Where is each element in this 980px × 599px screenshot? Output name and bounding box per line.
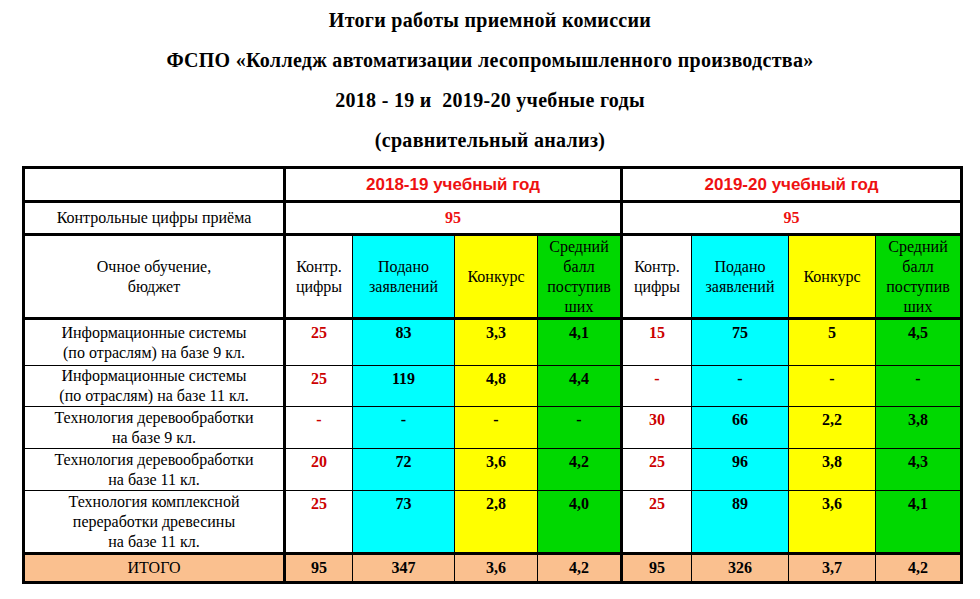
cell-control: 25 bbox=[622, 491, 692, 554]
cell-competition: 3,8 bbox=[789, 449, 876, 491]
cell-avg-score: 4,1 bbox=[538, 319, 622, 366]
cell-competition: - bbox=[789, 366, 876, 407]
cell-competition: 3,6 bbox=[789, 491, 876, 554]
header-applications-2019: Подано заявлений bbox=[692, 235, 789, 319]
corner-empty-cell bbox=[24, 168, 285, 202]
column-header-row: Очное обучение, бюджет Контр. цифры Пода… bbox=[24, 235, 962, 319]
header-competition-2018: Конкурс bbox=[455, 235, 538, 319]
cell-competition: 5 bbox=[789, 319, 876, 366]
cell-avg-score: 4,1 bbox=[876, 491, 962, 554]
program-name: Информационные системы (по отраслям) на … bbox=[24, 366, 285, 407]
control-figures-row: Контрольные цифры приёма 95 95 bbox=[24, 202, 962, 235]
header-avg-score-2018: Средний балл поступив ших bbox=[538, 235, 622, 319]
title-years: 2018 - 19 и 2019-20 учебные годы bbox=[0, 80, 980, 120]
total-avg-score: 4,2 bbox=[876, 554, 962, 583]
control-figures-label: Контрольные цифры приёма bbox=[24, 202, 285, 235]
cell-control: 20 bbox=[285, 449, 353, 491]
program-row-info-systems-9: Информационные системы (по отраслям) на … bbox=[24, 319, 962, 366]
cell-applications: 119 bbox=[353, 366, 455, 407]
title-subtitle: (сравнительный анализ) bbox=[0, 120, 980, 160]
cell-avg-score: - bbox=[876, 366, 962, 407]
cell-control: 25 bbox=[285, 491, 353, 554]
cell-competition: 2,8 bbox=[455, 491, 538, 554]
cell-applications: 89 bbox=[692, 491, 789, 554]
cell-applications: - bbox=[353, 407, 455, 449]
cell-control: - bbox=[285, 407, 353, 449]
title-college: ФСПО «Колледж автоматизации лесопромышле… bbox=[0, 40, 980, 80]
cell-control: - bbox=[622, 366, 692, 407]
program-name: Технология деревообработки на базе 11 кл… bbox=[24, 449, 285, 491]
header-avg-score-2019: Средний балл поступив ших bbox=[876, 235, 962, 319]
program-row-woodworking-11: Технология деревообработки на базе 11 кл… bbox=[24, 449, 962, 491]
total-competition: 3,7 bbox=[789, 554, 876, 583]
total-applications: 347 bbox=[353, 554, 455, 583]
cell-control: 25 bbox=[622, 449, 692, 491]
cell-applications: 83 bbox=[353, 319, 455, 366]
cell-applications: 66 bbox=[692, 407, 789, 449]
cell-competition: 2,2 bbox=[789, 407, 876, 449]
header-competition-2019: Конкурс bbox=[789, 235, 876, 319]
cell-avg-score: - bbox=[538, 407, 622, 449]
program-name: Технология комплексной переработки древе… bbox=[24, 491, 285, 554]
year-header-2018-19: 2018-19 учебный год bbox=[285, 168, 622, 202]
program-name: Информационные системы (по отраслям) на … bbox=[24, 319, 285, 366]
header-control-2018: Контр. цифры bbox=[285, 235, 353, 319]
cell-avg-score: 4,0 bbox=[538, 491, 622, 554]
total-applications: 326 bbox=[692, 554, 789, 583]
control-figures-2018: 95 bbox=[285, 202, 622, 235]
cell-control: 30 bbox=[622, 407, 692, 449]
cell-control: 25 bbox=[285, 366, 353, 407]
cell-competition: - bbox=[455, 407, 538, 449]
cell-avg-score: 4,5 bbox=[876, 319, 962, 366]
program-row-complex-processing-11: Технология комплексной переработки древе… bbox=[24, 491, 962, 554]
cell-avg-score: 4,3 bbox=[876, 449, 962, 491]
title-main: Итоги работы приемной комиссии bbox=[0, 0, 980, 40]
cell-avg-score: 4,4 bbox=[538, 366, 622, 407]
cell-applications: 96 bbox=[692, 449, 789, 491]
cell-control: 15 bbox=[622, 319, 692, 366]
cell-control: 25 bbox=[285, 319, 353, 366]
cell-competition: 3,3 bbox=[455, 319, 538, 366]
year-header-row: 2018-19 учебный год 2019-20 учебный год bbox=[24, 168, 962, 202]
cell-competition: 3,6 bbox=[455, 449, 538, 491]
total-competition: 3,6 bbox=[455, 554, 538, 583]
program-name: Технология деревообработки на базе 9 кл. bbox=[24, 407, 285, 449]
header-control-2019: Контр. цифры bbox=[622, 235, 692, 319]
header-first-col: Очное обучение, бюджет bbox=[24, 235, 285, 319]
document-titles: Итоги работы приемной комиссии ФСПО «Кол… bbox=[0, 0, 980, 160]
admission-results-table: 2018-19 учебный год 2019-20 учебный год … bbox=[22, 166, 963, 584]
cell-applications: 75 bbox=[692, 319, 789, 366]
cell-applications: 73 bbox=[353, 491, 455, 554]
cell-applications: 72 bbox=[353, 449, 455, 491]
program-row-woodworking-9: Технология деревообработки на базе 9 кл.… bbox=[24, 407, 962, 449]
year-header-2019-20: 2019-20 учебный год bbox=[622, 168, 962, 202]
total-avg-score: 4,2 bbox=[538, 554, 622, 583]
cell-avg-score: 3,8 bbox=[876, 407, 962, 449]
header-applications-2018: Подано заявлений bbox=[353, 235, 455, 319]
total-row: ИТОГО 95 347 3,6 4,2 95 326 3,7 4,2 bbox=[24, 554, 962, 583]
cell-avg-score: 4,2 bbox=[538, 449, 622, 491]
total-control: 95 bbox=[285, 554, 353, 583]
cell-applications: - bbox=[692, 366, 789, 407]
program-row-info-systems-11: Информационные системы (по отраслям) на … bbox=[24, 366, 962, 407]
total-label: ИТОГО bbox=[24, 554, 285, 583]
cell-competition: 4,8 bbox=[455, 366, 538, 407]
control-figures-2019: 95 bbox=[622, 202, 962, 235]
total-control: 95 bbox=[622, 554, 692, 583]
